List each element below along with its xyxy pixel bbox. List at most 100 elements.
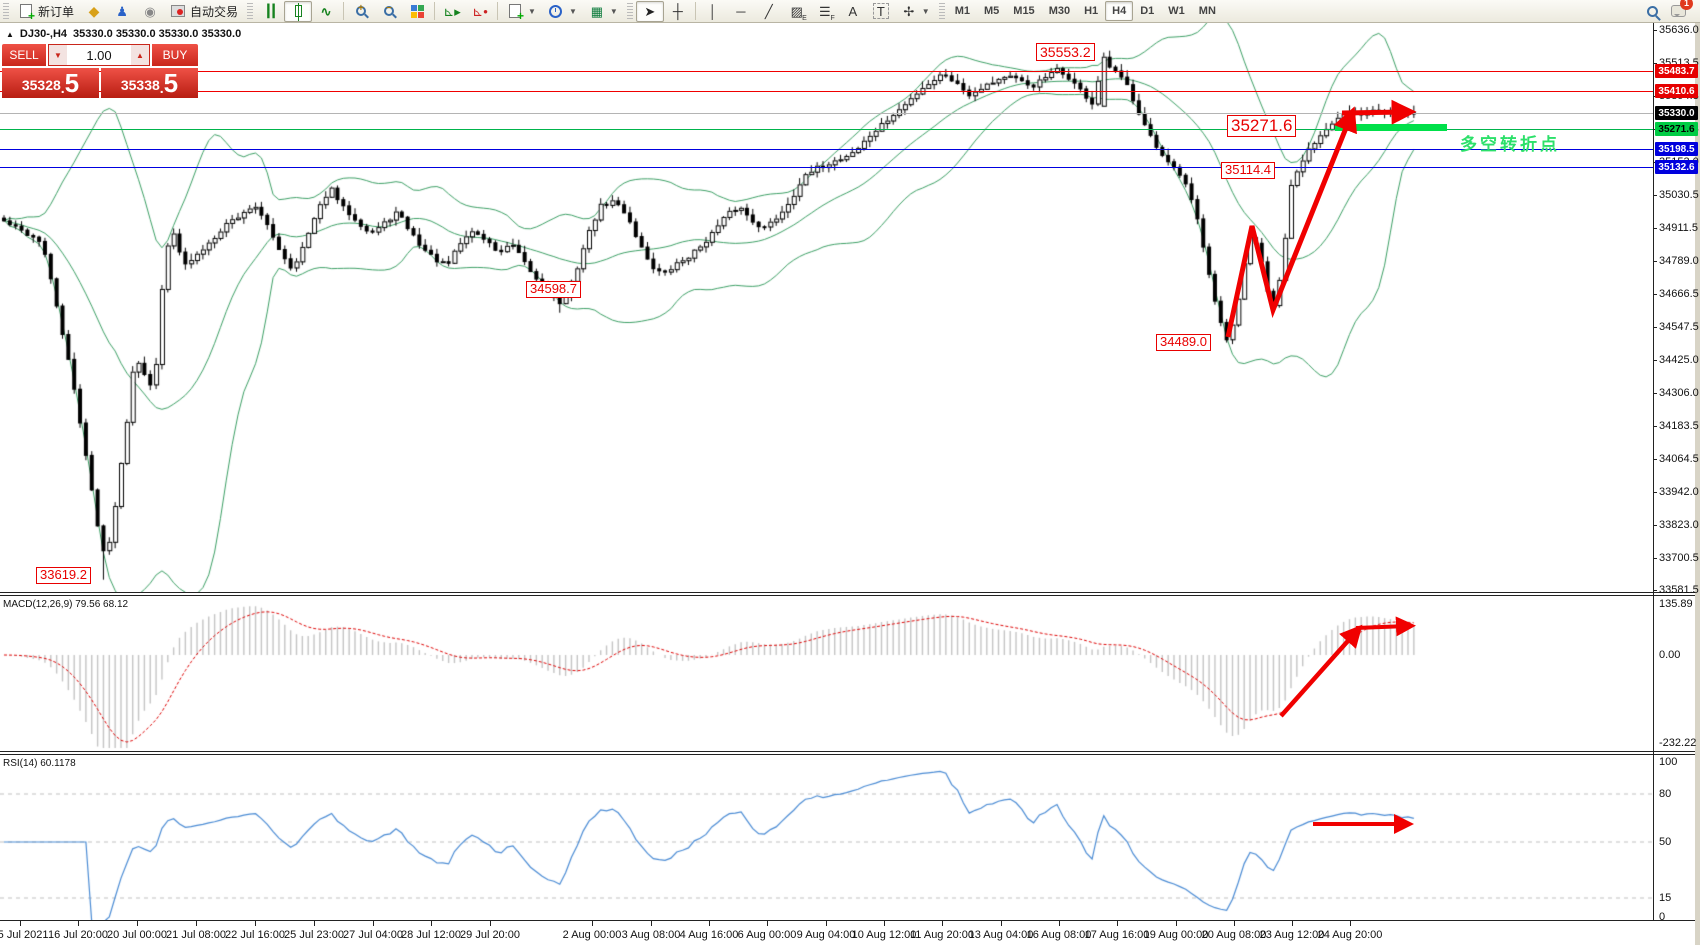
time-tick-mark <box>651 921 652 926</box>
time-tick-mark <box>767 921 768 926</box>
annotation-34598.7[interactable]: 34598.7 <box>526 281 581 298</box>
bar-chart-button[interactable]: ┃┃ <box>256 1 284 22</box>
toolbar: 新订单 ◆ ♟ ◉ 自动交易 ┃┃ ∿ + − ⊾▸ ⊾• ▼ <box>0 0 1700 23</box>
timeframe-D1[interactable]: D1 <box>1140 5 1155 17</box>
timeframe-MN[interactable]: MN <box>1198 5 1216 17</box>
cursor-tool-button[interactable]: ➤ <box>635 0 664 22</box>
annotation-33619.2[interactable]: 33619.2 <box>36 567 91 584</box>
auto-trading-icon <box>170 3 186 19</box>
rsi-indicator-chart[interactable] <box>0 755 1653 920</box>
time-tick-mark <box>1117 921 1118 926</box>
new-chart-button[interactable]: ▼ <box>501 1 542 22</box>
crosshair-tool-button[interactable]: ┼ <box>664 1 692 22</box>
time-tick-mark <box>196 921 197 926</box>
timeframe-W1[interactable]: W1 <box>1168 5 1185 17</box>
price-badge-35198.5: 35198.5 <box>1655 142 1698 156</box>
new-order-label: 新订单 <box>38 4 75 19</box>
sell-price[interactable]: 35328. 5 <box>2 68 99 98</box>
candle-chart-button[interactable] <box>284 0 313 22</box>
shapes-tool-button[interactable]: ✢ ▼ <box>895 1 936 22</box>
timeframe-M15[interactable]: M15 <box>1013 5 1035 17</box>
volume-decrease-button[interactable]: ▼ <box>49 45 67 65</box>
timeframe-M1[interactable]: M1 <box>954 5 970 17</box>
one-click-trading-panel: SELL ▼ ▲ BUY 35328.5 35338.5 <box>2 44 198 98</box>
auto-scroll-button[interactable]: ⊾▸ <box>438 1 466 22</box>
timeframe-M30[interactable]: M30 <box>1048 5 1071 17</box>
indicators-button[interactable]: ▦ ▼ <box>583 1 624 22</box>
search-icon[interactable] <box>1644 3 1660 19</box>
hline-tool-button[interactable]: ─ <box>727 1 755 22</box>
timeframe-M5[interactable]: M5 <box>984 5 1000 17</box>
time-tick-label: 9 Aug 04:00 <box>796 929 856 941</box>
time-tick-mark <box>490 921 491 926</box>
time-tick-label: 20 Aug 08:00 <box>1201 929 1267 941</box>
macd-scale-tick: 0.00 <box>1659 649 1681 661</box>
chart-window: ▲ DJ30-,H4 35330.0 35330.0 35330.0 35330… <box>0 23 1700 945</box>
chart-shift-button[interactable]: ⊾• <box>466 1 494 22</box>
time-tick-label: 22 Jul 16:00 <box>225 929 285 941</box>
zoom-out-icon: − <box>381 3 397 19</box>
signals-button[interactable]: ◉ <box>136 1 164 22</box>
time-tick-label: 6 Aug 00:00 <box>737 929 797 941</box>
time-tick-label: 24 Aug 20:00 <box>1317 929 1383 941</box>
market-depth-button[interactable]: ♟ <box>108 1 136 22</box>
vertical-line-icon: │ <box>708 3 717 19</box>
cursor-icon: ➤ <box>644 3 656 19</box>
annotation-35114.4[interactable]: 35114.4 <box>1221 162 1276 179</box>
price-tick: 35271.8 <box>1659 123 1699 135</box>
vline-tool-button[interactable]: │ <box>699 1 727 22</box>
tile-windows-button[interactable] <box>403 1 431 22</box>
timeframe-H4[interactable]: H4 <box>1105 1 1134 21</box>
volume-increase-button[interactable]: ▲ <box>131 45 149 65</box>
fibonacci-tool-button[interactable]: ☰ F <box>811 1 839 23</box>
timeframe-H1[interactable]: H1 <box>1084 5 1099 17</box>
profiles-button[interactable]: ▼ <box>542 1 583 22</box>
buy-price[interactable]: 35338. 5 <box>101 68 198 98</box>
notifications-icon[interactable]: 1 <box>1670 0 1693 19</box>
rsi-scale-tick: 15 <box>1659 892 1672 904</box>
time-tick-mark <box>1059 921 1060 926</box>
panel-splitter[interactable] <box>0 751 1700 755</box>
rsi-scale-tick: 0 <box>1659 911 1666 923</box>
panel-splitter[interactable] <box>0 592 1700 596</box>
time-tick-label: 16 Jul 20:00 <box>48 929 108 941</box>
new-order-button[interactable]: 新订单 <box>12 1 80 22</box>
time-tick-mark <box>1292 921 1293 926</box>
rsi-scale-tick: 50 <box>1659 836 1672 848</box>
time-tick-label: 23 Aug 12:00 <box>1259 929 1325 941</box>
time-tick-label: 28 Jul 12:00 <box>401 929 461 941</box>
price-tick: 34789.0 <box>1659 255 1699 267</box>
symbol-period: DJ30-,H4 <box>19 28 67 40</box>
text-tool-button[interactable]: A <box>839 1 867 22</box>
zoom-in-icon: + <box>353 3 369 19</box>
annotation-34489.0[interactable]: 34489.0 <box>1156 334 1211 351</box>
time-tick-mark <box>592 921 593 926</box>
quotes-button[interactable]: ◆ <box>80 1 108 22</box>
channel-tool-button[interactable]: ▨ E <box>783 1 811 23</box>
dropdown-arrow-icon: ▼ <box>528 6 536 16</box>
zoom-in-button[interactable]: + <box>347 1 375 22</box>
annotation-35271.6[interactable]: 35271.6 <box>1227 115 1297 137</box>
main-price-chart[interactable] <box>0 23 1653 592</box>
volume-input[interactable] <box>67 45 131 65</box>
trendline-tool-button[interactable]: ╱ <box>755 1 783 22</box>
line-chart-button[interactable]: ∿ <box>312 1 340 22</box>
time-tick-label: 13 Aug 04:00 <box>968 929 1034 941</box>
macd-scale-tick: 135.89 <box>1659 598 1693 610</box>
shapes-icon: ✢ <box>903 3 915 19</box>
auto-trading-button[interactable]: 自动交易 <box>164 1 244 22</box>
indicators-icon: ▦ <box>590 3 604 19</box>
quotes-icon: ◆ <box>88 3 100 19</box>
chart-shift-icon: ⊾• <box>472 3 488 19</box>
text-label-tool-button[interactable]: T <box>867 1 895 22</box>
zoom-out-button[interactable]: − <box>375 1 403 22</box>
sell-button[interactable]: SELL <box>2 44 46 66</box>
buy-button[interactable]: BUY <box>152 44 198 66</box>
macd-scale-tick: -232.22 <box>1659 737 1697 749</box>
time-tick-label: 21 Jul 08:00 <box>166 929 226 941</box>
dropdown-arrow-icon: ▼ <box>568 6 577 16</box>
macd-label: MACD(12,26,9) 79.56 68.12 <box>3 599 129 610</box>
macd-indicator-chart[interactable] <box>0 596 1653 751</box>
annotation-35553.2[interactable]: 35553.2 <box>1036 43 1095 62</box>
chart-title: ▲ DJ30-,H4 35330.0 35330.0 35330.0 35330… <box>6 28 241 40</box>
